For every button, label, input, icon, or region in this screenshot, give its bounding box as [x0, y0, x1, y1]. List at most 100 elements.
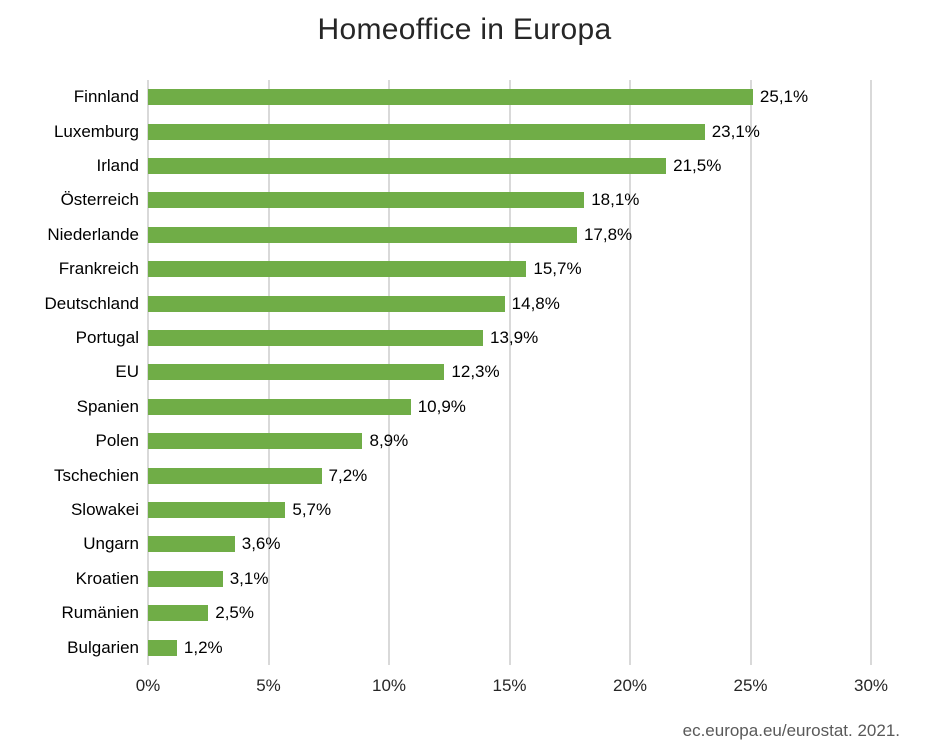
bar	[148, 364, 445, 381]
bar-track: 14,8%	[148, 286, 871, 320]
bar	[148, 605, 209, 622]
x-axis-tick-label: 30%	[853, 676, 889, 695]
category-label: Kroatien	[75, 568, 139, 588]
gridline	[508, 80, 511, 665]
bar-row: Österreich 18,1%	[0, 183, 929, 217]
bar-row: Spanien 10,9%	[0, 390, 929, 424]
x-axis-tick-label: 25%	[733, 676, 768, 695]
category-label: Finnland	[73, 87, 139, 107]
gridline	[749, 80, 752, 665]
category-label: Spanien	[76, 396, 139, 416]
bar	[148, 467, 322, 484]
category-label: Ungarn	[83, 534, 139, 554]
bar-row: Luxemburg 23,1%	[0, 114, 929, 148]
gridline	[629, 80, 631, 665]
bar-row: Frankreich 15,7%	[0, 252, 929, 286]
bar	[148, 123, 705, 140]
category-label: Portugal	[75, 328, 139, 348]
x-axis: 0% 5% 10% 15% 20% 25% 30%	[136, 676, 888, 698]
bar	[148, 192, 585, 209]
category-label: Irland	[96, 156, 139, 176]
x-axis-tick-label: 20%	[612, 676, 648, 695]
category-label: Polen	[95, 431, 139, 451]
bar-track: 12,3%	[148, 355, 871, 389]
bar	[148, 639, 177, 656]
category-label: Rumänien	[61, 603, 140, 623]
bar-track: 7,2%	[148, 458, 871, 492]
bar-track: 1,2%	[148, 631, 871, 665]
category-label: Slowakei	[70, 500, 139, 520]
bar-track: 25,1%	[148, 80, 871, 114]
bar-track: 18,1%	[148, 183, 871, 217]
value-label: 15,7%	[533, 259, 582, 279]
bar-row: Kroatien 3,1%	[0, 562, 929, 596]
value-label: 25,1%	[759, 87, 809, 107]
bar-track: 8,9%	[148, 424, 871, 458]
x-axis-tick-label: 0%	[135, 676, 161, 695]
category-label: Deutschland	[44, 293, 139, 313]
value-label: 12,3%	[451, 362, 500, 382]
bar	[148, 295, 505, 312]
gridline	[870, 80, 872, 665]
bar-rows: Finnland 25,1% Luxemburg 23,1% Irland 21,5% Ös…	[0, 80, 929, 665]
value-label: 8,9%	[369, 431, 409, 451]
bar-track: 3,1%	[148, 562, 871, 596]
bar	[148, 570, 223, 587]
bar	[148, 398, 411, 415]
category-label: Frankreich	[58, 259, 139, 279]
bar	[148, 89, 753, 106]
value-label: 3,6%	[241, 534, 281, 554]
bar-row: Tschechien 7,2%	[0, 458, 929, 492]
category-label: Luxemburg	[53, 121, 139, 141]
bar	[148, 261, 527, 278]
bar-row: Bulgarien 1,2%	[0, 631, 929, 665]
bar	[148, 433, 363, 450]
x-axis-tick-label: 5%	[256, 676, 281, 695]
bar-row: Ungarn 3,6%	[0, 527, 929, 561]
value-label: 3,1%	[229, 568, 269, 588]
value-label: 10,9%	[417, 396, 466, 416]
bar-track: 23,1%	[148, 114, 871, 148]
category-label: EU	[115, 362, 139, 382]
x-axis-tick-label: 15%	[492, 676, 527, 695]
bar	[148, 536, 235, 553]
value-label: 2,5%	[215, 603, 254, 623]
bar-track: 17,8%	[148, 218, 871, 252]
value-label: 7,2%	[328, 465, 368, 485]
category-label: Bulgarien	[67, 637, 139, 657]
bar-row: Rumänien 2,5%	[0, 596, 929, 630]
bar-track: 3,6%	[148, 527, 871, 561]
bar-track: 5,7%	[148, 493, 871, 527]
bar-row: Polen 8,9%	[0, 424, 929, 458]
value-label: 1,2%	[183, 637, 223, 657]
bar	[148, 502, 286, 519]
bar-row: Niederlande 17,8%	[0, 218, 929, 252]
value-label: 5,7%	[292, 500, 332, 520]
chart-title: Homeoffice in Europa	[317, 13, 612, 46]
value-label: 18,1%	[591, 190, 640, 210]
category-label: Österreich	[60, 190, 139, 210]
value-label: 21,5%	[673, 156, 722, 176]
bar-track: 13,9%	[148, 321, 871, 355]
bar	[148, 330, 483, 347]
value-label: 13,9%	[489, 328, 539, 348]
value-label: 14,8%	[511, 293, 560, 313]
bar-row: EU 12,3%	[0, 355, 929, 389]
source-note: ec.europa.eu/eurostat. 2021.	[682, 721, 900, 740]
bar-track: 10,9%	[148, 390, 871, 424]
bar-track: 21,5%	[148, 149, 871, 183]
bar-track: 15,7%	[148, 252, 871, 286]
x-axis-tick-label: 10%	[371, 676, 407, 695]
bar-row: Slowakei 5,7%	[0, 493, 929, 527]
bar-row: Finnland 25,1%	[0, 80, 929, 114]
bar	[148, 226, 577, 243]
category-label: Tschechien	[53, 465, 139, 485]
value-label: 23,1%	[711, 121, 760, 141]
bar-track: 2,5%	[148, 596, 871, 630]
value-label: 17,8%	[583, 224, 633, 244]
category-label: Niederlande	[47, 224, 139, 244]
bar	[148, 158, 667, 175]
bar-row: Portugal 13,9%	[0, 321, 929, 355]
bar-row: Deutschland 14,8%	[0, 286, 929, 320]
